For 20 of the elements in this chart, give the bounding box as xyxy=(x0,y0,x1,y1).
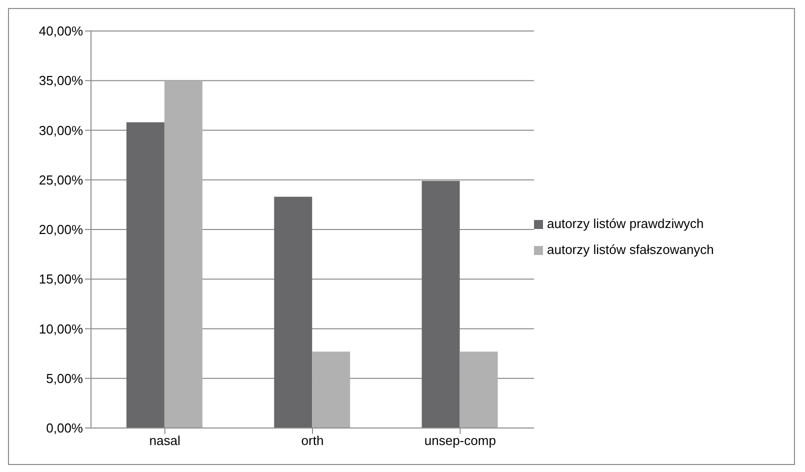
y-tick-label: 15,00% xyxy=(38,272,84,287)
legend-label: autorzy listów prawdziwych xyxy=(547,216,704,230)
bar xyxy=(164,80,202,428)
x-tick-label: unsep-comp xyxy=(424,433,496,448)
y-tick-label: 40,00% xyxy=(38,24,84,39)
y-tick-label: 0,00% xyxy=(46,420,84,436)
legend-label: autorzy listów sfałszowanych xyxy=(547,242,714,256)
x-tick-label: nasal xyxy=(149,433,180,448)
bar xyxy=(422,180,460,428)
bar xyxy=(460,352,498,428)
y-tick-label: 35,00% xyxy=(38,73,84,88)
bar xyxy=(126,122,164,428)
bar xyxy=(312,352,350,428)
y-tick-label: 25,00% xyxy=(38,172,84,188)
y-tick-label: 5,00% xyxy=(46,370,84,386)
y-tick-label: 20,00% xyxy=(38,222,84,238)
y-tick-label: 30,00% xyxy=(38,122,84,138)
y-tick-label: 10,00% xyxy=(38,321,84,336)
bar xyxy=(274,196,312,428)
x-tick-label: orth xyxy=(301,433,324,448)
